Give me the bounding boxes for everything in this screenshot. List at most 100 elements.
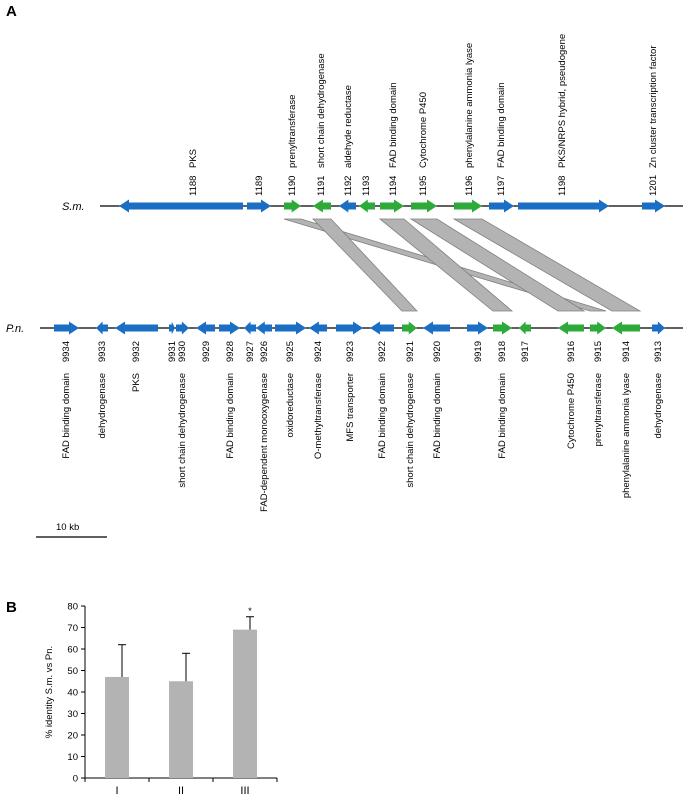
sm-gene-arrow-1190 xyxy=(284,199,301,213)
pn-gene-name-9918: FAD binding domain xyxy=(497,373,508,459)
pn-gene-id-9919: 9919 xyxy=(473,341,484,362)
pn-track-label: P.n. xyxy=(6,323,24,335)
pn-gene-id-9925: 9925 xyxy=(285,341,296,362)
bar-II xyxy=(169,681,193,778)
y-tick-label: 0 xyxy=(73,774,78,785)
sm-gene-name-1196: phenylalanine ammonia lyase xyxy=(464,43,475,168)
pn-gene-arrow-9913 xyxy=(652,321,665,335)
pn-gene-id-9918: 9918 xyxy=(497,341,508,362)
sm-gene-arrow-1197 xyxy=(489,199,514,213)
sm-track-label: S.m. xyxy=(62,201,85,213)
sm-gene-name-1192: aldehyde reductase xyxy=(343,85,354,168)
y-tick-label: 30 xyxy=(67,709,78,720)
pn-gene-id-9928: 9928 xyxy=(225,341,236,362)
pn-gene-arrow-9926 xyxy=(256,321,272,335)
pn-gene-arrow-9914 xyxy=(612,321,640,335)
pn-gene-track: 9934 FAD binding domain 9933 dehydrogenase 9… xyxy=(54,321,665,512)
sm-gene-arrow-1195 xyxy=(411,199,437,213)
sm-gene-id-1198: 1198 xyxy=(557,176,568,196)
pn-gene-id-9931: 9931 xyxy=(167,341,178,362)
sm-gene-name-1191: short chain dehydrogenase xyxy=(316,53,327,168)
bar-I xyxy=(105,676,129,778)
y-axis-label: % identity S.m. vs Pn. xyxy=(44,646,55,738)
pn-gene-arrow-9934 xyxy=(54,321,79,335)
pn-gene-name-9915: prenyltransferase xyxy=(593,373,604,446)
pn-gene-id-9915: 9915 xyxy=(593,341,604,362)
homology-link-1196-9914 xyxy=(452,218,642,312)
pn-gene-name-9924: O-methyltransferase xyxy=(313,373,324,459)
pn-gene-arrow-9932 xyxy=(115,321,158,335)
significance-marker: * xyxy=(248,606,252,617)
homology-links xyxy=(283,218,642,312)
category-label-I: I xyxy=(115,785,118,797)
sm-gene-name-1194: FAD binding domain xyxy=(388,82,399,168)
bar-III xyxy=(233,629,257,778)
sm-gene-id-1201: 1201 xyxy=(648,175,659,196)
pn-gene-name-9932: PKS xyxy=(131,373,142,392)
pn-gene-id-9929: 9929 xyxy=(201,341,212,362)
sm-gene-name-1195: Cytochrome P450 xyxy=(418,92,429,168)
pn-gene-id-9922: 9922 xyxy=(377,341,388,362)
sm-gene-arrow-1194 xyxy=(380,199,404,213)
homology-link-1191-9921 xyxy=(312,218,418,312)
pn-gene-name-9914: phenylalanine ammonia lyase xyxy=(621,373,632,498)
pn-gene-arrow-9927 xyxy=(244,321,256,335)
sm-gene-name-1201: Zn cluster transcription factor xyxy=(648,46,659,169)
pn-gene-arrow-9921 xyxy=(402,321,417,335)
pn-gene-id-9926: 9926 xyxy=(259,341,270,362)
pn-gene-arrow-9916 xyxy=(558,321,584,335)
pn-gene-name-9925: oxidoreductase xyxy=(285,373,296,437)
pn-gene-name-9916: Cytochrome P450 xyxy=(566,373,577,449)
pn-gene-name-9922: FAD binding domain xyxy=(377,373,388,459)
pn-gene-arrow-9923 xyxy=(336,321,363,335)
sm-gene-id-1188: 1188 xyxy=(188,176,199,196)
pn-gene-id-9914: 9914 xyxy=(621,341,632,362)
pn-gene-id-9920: 9920 xyxy=(432,341,443,362)
pn-gene-id-9921: 9921 xyxy=(405,341,416,362)
sm-gene-name-1190: prenyltransferase xyxy=(287,95,298,168)
sm-gene-arrow-1196 xyxy=(454,199,482,213)
scale-bar-label: 10 kb xyxy=(56,522,79,533)
category-label-II: II xyxy=(178,785,184,797)
pn-gene-id-9933: 9933 xyxy=(97,341,108,362)
sm-gene-name-1197: FAD binding domain xyxy=(496,82,507,168)
sm-gene-track: 1188 PKS 1189 1190 prenyltransferase 1191 shor… xyxy=(119,34,665,213)
sm-gene-id-1192: 1192 xyxy=(343,176,354,196)
sm-gene-arrow-1193 xyxy=(359,199,375,213)
pn-gene-arrow-9929 xyxy=(196,321,215,335)
y-tick-label: 60 xyxy=(67,645,78,656)
sm-gene-arrow-1192 xyxy=(339,199,356,213)
sm-gene-arrow-1198 xyxy=(518,199,609,213)
pn-gene-id-9934: 9934 xyxy=(61,341,72,362)
pn-gene-arrow-9931 xyxy=(169,321,175,335)
sm-gene-arrow-1188 xyxy=(119,199,243,213)
pn-gene-name-9923: MFS transporter xyxy=(345,373,356,442)
pn-gene-arrow-9920 xyxy=(423,321,450,335)
sm-gene-id-1193: 1193 xyxy=(361,176,372,196)
pn-gene-arrow-9918 xyxy=(493,321,512,335)
y-tick-label: 40 xyxy=(67,688,78,699)
pn-gene-arrow-9922 xyxy=(370,321,394,335)
pn-gene-arrow-9919 xyxy=(467,321,488,335)
sm-gene-id-1189: 1189 xyxy=(254,176,265,196)
y-tick-label: 10 xyxy=(67,752,78,763)
panel-b-label: B xyxy=(6,599,17,616)
sm-gene-arrow-1191 xyxy=(313,199,331,213)
pn-gene-name-9930: short chain dehydrogenase xyxy=(177,373,188,488)
pn-gene-id-9932: 9932 xyxy=(131,341,142,362)
pn-gene-id-9927: 9927 xyxy=(245,341,256,362)
y-tick-label: 70 xyxy=(67,623,78,634)
pn-gene-id-9930: 9930 xyxy=(177,341,188,362)
pn-gene-arrow-9933 xyxy=(96,321,108,335)
category-label-III: III xyxy=(240,785,249,797)
pn-gene-name-9928: FAD binding domain xyxy=(225,373,236,459)
sm-gene-name-1188: PKS xyxy=(188,149,199,168)
pn-gene-arrow-9924 xyxy=(309,321,327,335)
pn-gene-name-9921: short chain dehydrogenase xyxy=(405,373,416,488)
pn-gene-name-9920: FAD binding domain xyxy=(432,373,443,459)
pn-gene-name-9933: dehydrogenase xyxy=(97,373,108,439)
pn-gene-arrow-9928 xyxy=(219,321,240,335)
pn-gene-name-9926: FAD-dependent monooxygenase xyxy=(259,373,270,512)
